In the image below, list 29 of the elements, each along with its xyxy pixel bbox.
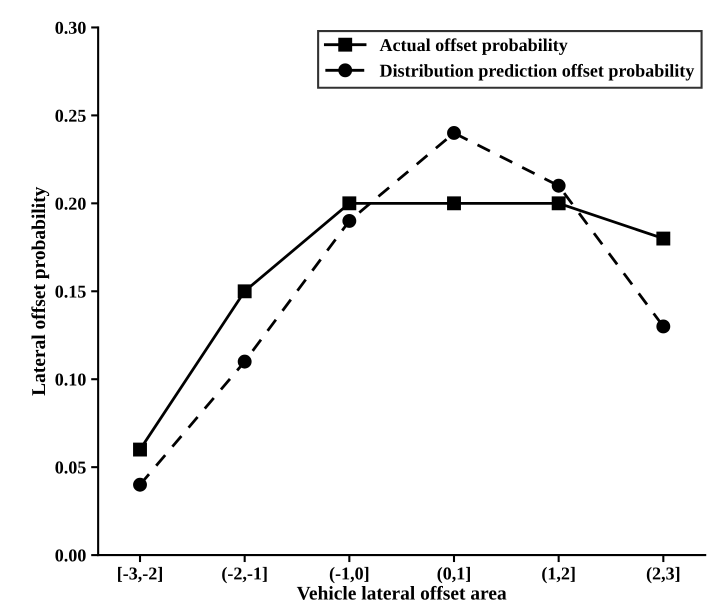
point: [552, 178, 566, 193]
legend-label: Actual offset probability: [380, 38, 568, 55]
y-tick-label: 0.15: [55, 286, 86, 298]
y-tick-label: 0.05: [55, 461, 86, 474]
point: [238, 284, 252, 298]
point: [447, 196, 461, 210]
point: [133, 442, 147, 457]
y-tick-label: 0.20: [55, 198, 86, 210]
y-axis-title: Lateral offset probability: [31, 186, 50, 396]
point: [552, 196, 566, 210]
y-tick-label: 0.00: [55, 549, 86, 562]
x-tick-label: (-2,-1]: [222, 566, 267, 584]
x-tick-label: [-3,-2]: [118, 566, 162, 582]
x-tick-label: (-1,0]: [330, 566, 368, 584]
x-axis-title: Vehicle lateral offset area: [296, 586, 506, 600]
legend-label: Distribution prediction offset probability: [380, 64, 694, 81]
y-tick-label: 0.25: [55, 110, 86, 122]
point: [656, 320, 670, 334]
point: [342, 196, 356, 210]
x-tick-label: (2,3]: [646, 566, 680, 584]
point: [133, 478, 147, 492]
y-tick-label: 0.10: [55, 373, 86, 386]
y-tick-label: 0.30: [55, 22, 86, 34]
point: [447, 126, 461, 140]
x-tick-label: (1,2]: [542, 566, 575, 584]
point: [342, 214, 356, 228]
x-tick-label: (0,1]: [437, 566, 470, 584]
point: [238, 354, 252, 369]
point: [656, 232, 670, 246]
